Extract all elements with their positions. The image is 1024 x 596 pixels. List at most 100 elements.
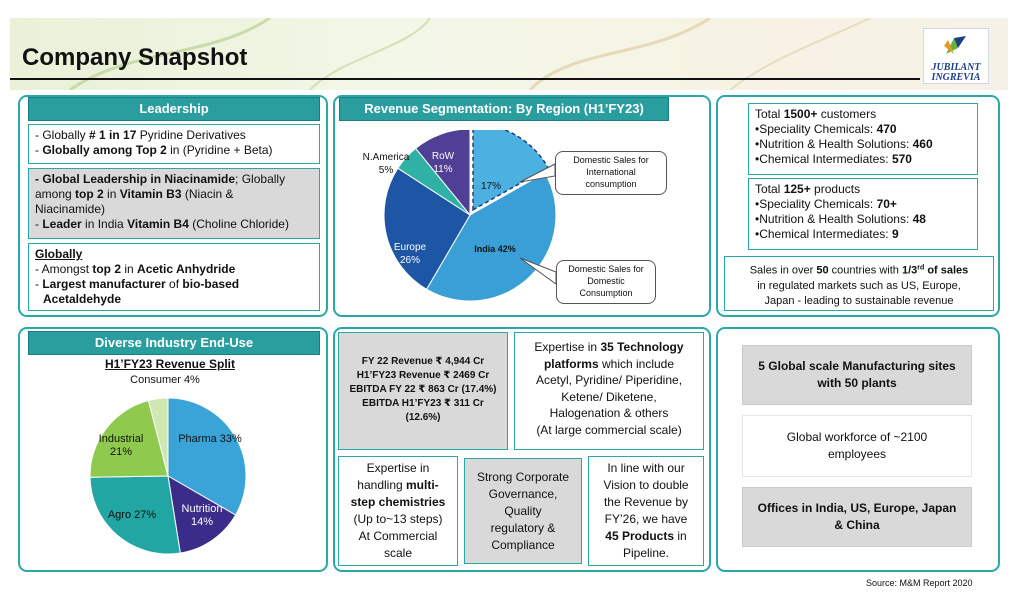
leadership-box-vitamins: - Global Leadership in Niacinamide; Glob… (28, 168, 320, 239)
leadership-line: - Amongst top 2 in Acetic Anhydride (35, 262, 236, 276)
multistep-line: step chemistries (350, 495, 446, 509)
governance-line: Strong Corporate (476, 470, 570, 484)
workforce-line: employees (827, 447, 887, 461)
technology-line: (At large commercial scale) (536, 422, 682, 437)
pie-slice-nutrition (167, 475, 237, 554)
vision-line: Pipeline. (622, 546, 670, 560)
technology-line: platforms which include (543, 356, 675, 371)
label-row: RoW 11% (431, 151, 455, 175)
vision-line: Vision to double (603, 478, 689, 492)
governance-line: Governance, (488, 487, 558, 501)
label-industrial: Industrial 21% (98, 433, 144, 458)
customers-item: •Nutrition & Health Solutions: 460 (755, 137, 933, 151)
leadership-line: - Globally # 1 in 17 Pyridine Derivative… (35, 128, 246, 142)
technology-line: Ketene/ Diketene, (561, 389, 657, 404)
sites-line: with 50 plants (817, 376, 897, 390)
pie-slice-pharma (167, 397, 247, 516)
sales-line: Sales in over 50 countries with 1/3rd of… (749, 264, 969, 277)
leadership-line: among top 2 in Vitamin B3 (Niacin & (35, 187, 234, 201)
leaf-logo-icon (944, 36, 966, 54)
offices-box: Offices in India, US, Europe, Japan & Ch… (742, 487, 972, 547)
technology-line: Acetyl, Pyridine/ Piperidine, (535, 373, 683, 387)
workforce-box: Global workforce of ~2100 employees (742, 415, 972, 477)
financials-line: H1’FY23 Revenue ₹ 2469 Cr (356, 370, 490, 381)
leadership-global-heading: Globally (35, 247, 83, 261)
callout-international: Domestic Sales for International consump… (555, 151, 667, 195)
enduse-pie-chart (89, 397, 247, 555)
governance-line: regulatory & (490, 521, 556, 535)
label-pharma: Pharma 33% (178, 433, 242, 445)
customers-box: Total 1500+ customers •Speciality Chemic… (748, 103, 978, 175)
multistep-box: Expertise in handling multi- step chemis… (338, 456, 458, 566)
products-box: Total 125+ products •Speciality Chemical… (748, 178, 978, 250)
products-item: •Chemical Intermediates: 9 (755, 227, 899, 241)
leadership-line: - Leader in India Vitamin B4 (Choline Ch… (35, 217, 289, 231)
label-agro: Agro 27% (107, 509, 157, 521)
customers-item: •Chemical Intermediates: 570 (755, 152, 912, 166)
vision-line: FY’26, we have (604, 512, 688, 526)
enduse-subtitle: H1’FY23 Revenue Split (104, 357, 236, 371)
source-note: Source: M&M Report 2020 (866, 578, 973, 588)
multistep-line: scale (383, 546, 412, 560)
vision-box: In line with our Vision to double the Re… (588, 456, 704, 566)
offices-line: & China (834, 518, 880, 532)
label-consumer: Consumer 4% (130, 374, 200, 386)
offices-line: Offices in India, US, Europe, Japan (757, 501, 957, 515)
multistep-line: Expertise in (366, 461, 430, 475)
governance-box: Strong Corporate Governance, Quality reg… (464, 458, 582, 564)
multistep-line: (Up to~13 steps) (353, 512, 443, 526)
products-item: •Nutrition & Health Solutions: 48 (755, 212, 926, 226)
pie-slice-europe (383, 167, 471, 290)
leadership-line: - Globally among Top 2 in (Pyridine + Be… (35, 143, 273, 157)
sales-box: Sales in over 50 countries with 1/3rd of… (724, 256, 994, 311)
vision-line: 45 Products in (605, 529, 687, 543)
leadership-line: Niacinamide) (35, 202, 106, 216)
label-namerica: N.America 5% (362, 152, 410, 176)
products-item: •Speciality Chemicals: 70+ (755, 197, 897, 211)
customers-item: •Speciality Chemicals: 470 (755, 122, 897, 136)
leadership-line: - Largest manufacturer of bio-based (35, 277, 240, 291)
logo-text-line2: INGREVIA (931, 72, 981, 83)
sites-box: 5 Global scale Manufacturing sites with … (742, 345, 972, 405)
leadership-box-pyridine: - Globally # 1 in 17 Pyridine Derivative… (28, 124, 320, 164)
leadership-line: Acetaldehyde (43, 292, 122, 306)
title-underline (10, 78, 920, 80)
vision-line: the Revenue by (603, 495, 689, 509)
technology-line: Expertise in 35 Technology (534, 340, 684, 354)
enduse-title: Diverse Industry End-Use (28, 331, 320, 355)
customers-total: Total 1500+ customers (755, 107, 877, 121)
financials-line: (12.6%) (405, 412, 441, 423)
sales-line: in regulated markets such as US, Europe, (757, 279, 961, 292)
label-intl: 17% (480, 181, 501, 192)
label-nutrition: Nutrition 14% (181, 503, 223, 528)
products-total: Total 125+ products (755, 182, 861, 196)
technology-line: Halogenation & others (549, 406, 669, 420)
company-logo: JUBILANT INGREVIA (923, 28, 989, 84)
financials-line: EBITDA H1’FY23 ₹ 311 Cr (362, 398, 484, 409)
technology-box: Expertise in 35 Technology platforms whi… (514, 332, 704, 450)
pie-slice-row (414, 130, 471, 217)
label-india: India 42% (474, 244, 516, 254)
financials-line: FY 22 Revenue ₹ 4,944 Cr (361, 356, 485, 367)
sales-line: Japan - leading to sustainable revenue (764, 294, 954, 307)
financials-line: EBITDA FY 22 ₹ 863 Cr (17.4%) (349, 384, 497, 395)
logo-text-line1: JUBILANT (931, 62, 981, 73)
page-title: Company Snapshot (22, 44, 248, 71)
pie-slice-agro (89, 475, 181, 555)
region-title: Revenue Segmentation: By Region (H1’FY23… (339, 97, 669, 121)
multistep-line: At Commercial (358, 529, 438, 543)
workforce-line: Global workforce of ~2100 (786, 430, 928, 444)
leadership-line: - Global Leadership in Niacinamide; Glob… (35, 172, 286, 186)
pie-slice-industrial (89, 399, 169, 478)
leadership-title: Leadership (28, 97, 320, 121)
pie-slice-consumer (147, 397, 169, 477)
label-europe: Europe 26% (393, 242, 427, 266)
financials-box: FY 22 Revenue ₹ 4,944 Cr H1’FY23 Revenue… (338, 332, 508, 450)
vision-line: In line with our (607, 461, 685, 475)
multistep-line: handling multi- (357, 478, 439, 492)
governance-line: Quality (504, 504, 542, 518)
leadership-box-global: Globally - Amongst top 2 in Acetic Anhyd… (28, 243, 320, 311)
sites-line: 5 Global scale Manufacturing sites (758, 359, 956, 373)
governance-line: Compliance (491, 538, 555, 552)
customers-panel (716, 95, 1000, 317)
